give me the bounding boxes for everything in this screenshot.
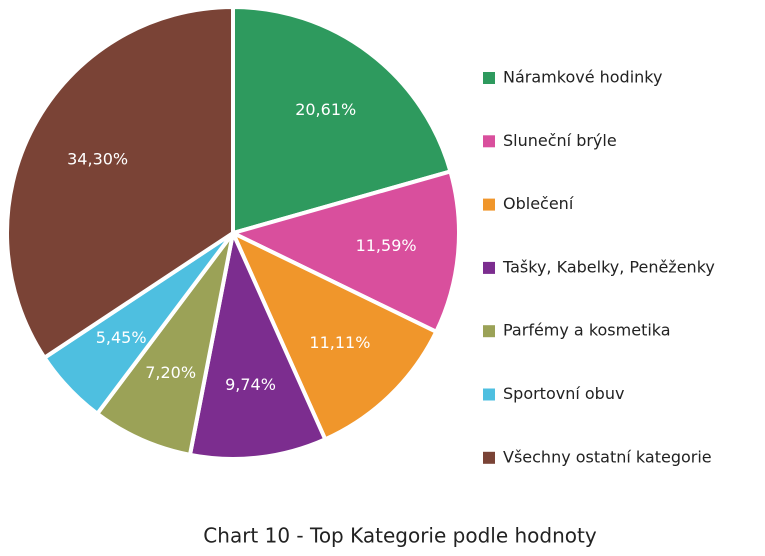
legend-swatch (483, 388, 495, 401)
legend-label: Tašky, Kabelky, Peněženky (502, 257, 715, 276)
data-label: 11,59% (356, 236, 417, 255)
legend-label: Sportovní obuv (503, 384, 624, 403)
pie-slice (227, 168, 461, 335)
data-label: 34,30% (67, 150, 128, 169)
legend-label: Náramkové hodinky (503, 68, 662, 87)
legend-swatch (483, 325, 495, 338)
legend-swatch (483, 72, 495, 84)
data-label: 5,45% (96, 328, 147, 347)
legend-swatch (483, 135, 495, 148)
legend-label: Sluneční brýle (503, 131, 617, 150)
pie: 20,61% 11,59% 11,11% 9,74% 7,20% 5,45% 34,30% (5, 4, 461, 461)
data-label: 9,74% (225, 375, 276, 394)
data-label: 20,61% (295, 100, 356, 119)
legend-label: Oblečení (503, 194, 574, 213)
legend-swatch (483, 198, 495, 211)
pie-slice (228, 228, 439, 442)
data-label: 11,11% (309, 333, 370, 352)
chart-title: Chart 10 - Top Kategorie podle hodnoty (203, 524, 597, 548)
legend-label: Všechny ostatní kategorie (503, 447, 712, 466)
legend: Náramkové hodinky Sluneční brýle Oblečení T… (483, 68, 715, 466)
legend-label: Parfémy a kosmetika (503, 321, 671, 340)
pie-slice (231, 4, 453, 236)
legend-swatch (483, 261, 495, 274)
data-label: 7,20% (145, 363, 196, 382)
pie-slice (5, 4, 235, 361)
legend-swatch (483, 451, 495, 464)
